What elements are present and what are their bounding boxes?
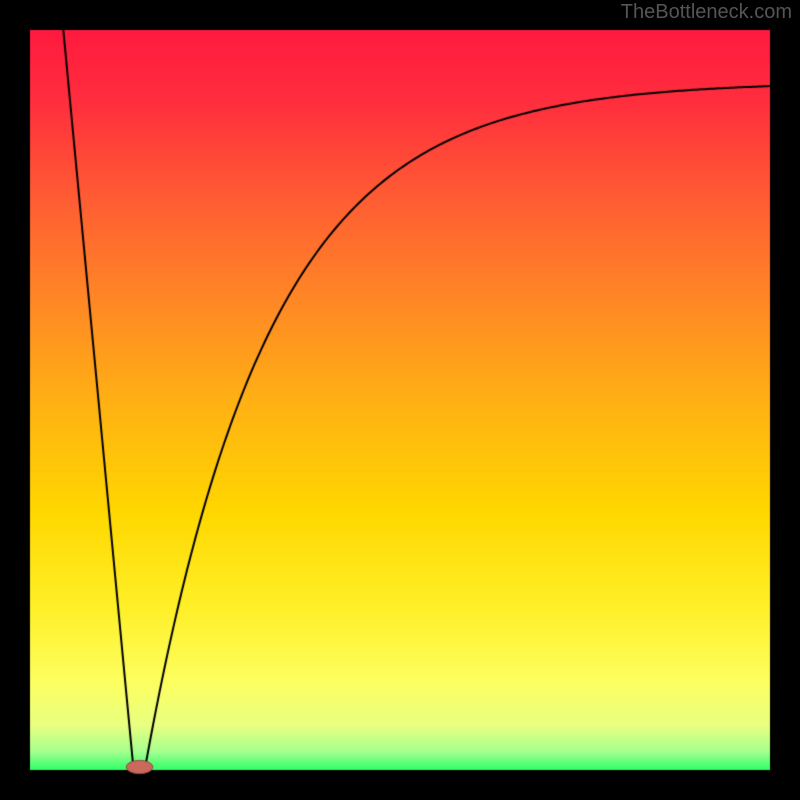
bottleneck-chart-canvas	[0, 0, 800, 800]
chart-container: TheBottleneck.com	[0, 0, 800, 800]
